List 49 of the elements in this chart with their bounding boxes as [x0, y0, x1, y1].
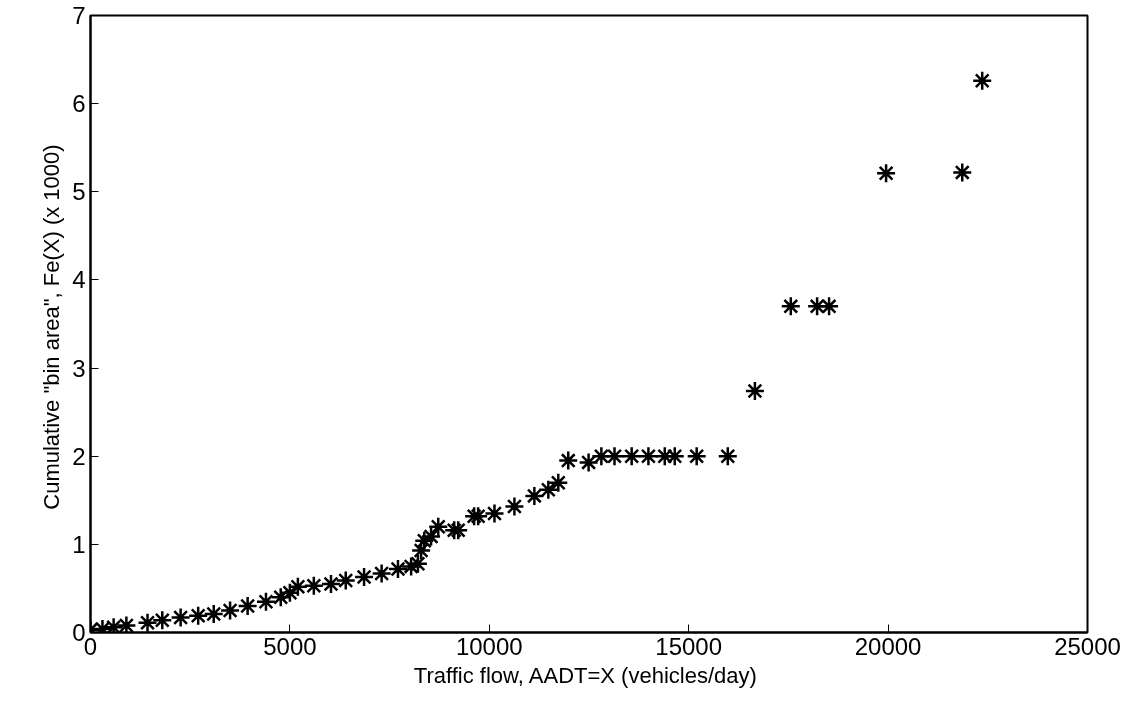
point — [952, 162, 973, 183]
point — [524, 485, 545, 507]
point — [558, 450, 579, 471]
x-axis-title: Traffic flow, AADT=X (vehicles/day) — [413, 662, 757, 688]
point — [371, 563, 392, 584]
point — [410, 540, 432, 561]
point — [875, 163, 897, 184]
x-tick-label: 25000 — [1054, 632, 1121, 660]
point — [638, 445, 659, 467]
point — [387, 558, 409, 580]
point — [744, 380, 766, 402]
point — [686, 445, 707, 467]
point — [353, 566, 375, 588]
y-axis-title: Cumulative "bin area", Fe(X) (x 1000) — [39, 144, 65, 510]
point — [303, 575, 325, 597]
point — [335, 570, 356, 591]
point — [504, 496, 525, 517]
point — [484, 503, 505, 524]
y-tick-label: 3 — [72, 354, 86, 382]
point — [116, 615, 137, 633]
x-tick-label: 15000 — [655, 632, 723, 660]
x-tick-label: 5000 — [263, 632, 317, 660]
point — [717, 445, 739, 467]
point — [187, 605, 209, 626]
y-tick-label: 2 — [72, 442, 86, 470]
point — [137, 612, 158, 633]
point — [818, 296, 840, 317]
y-tick-label: 4 — [72, 266, 86, 294]
point — [604, 445, 625, 467]
y-tick-label: 1 — [72, 530, 86, 558]
point — [320, 573, 342, 595]
point — [255, 591, 277, 612]
y-tick-label: 5 — [72, 178, 86, 206]
point — [538, 479, 559, 500]
point — [428, 516, 449, 537]
y-tick-label: 7 — [72, 2, 86, 29]
x-tick-label: 20000 — [854, 632, 922, 660]
point — [548, 472, 569, 493]
point — [621, 445, 642, 467]
point — [152, 609, 173, 631]
point — [578, 452, 599, 473]
point — [170, 607, 191, 628]
point — [971, 70, 993, 91]
point — [203, 603, 224, 625]
y-tick-label: 6 — [72, 90, 86, 118]
point — [219, 600, 241, 621]
point — [237, 595, 258, 617]
x-tick-label: 10000 — [455, 632, 523, 660]
point — [780, 296, 802, 317]
